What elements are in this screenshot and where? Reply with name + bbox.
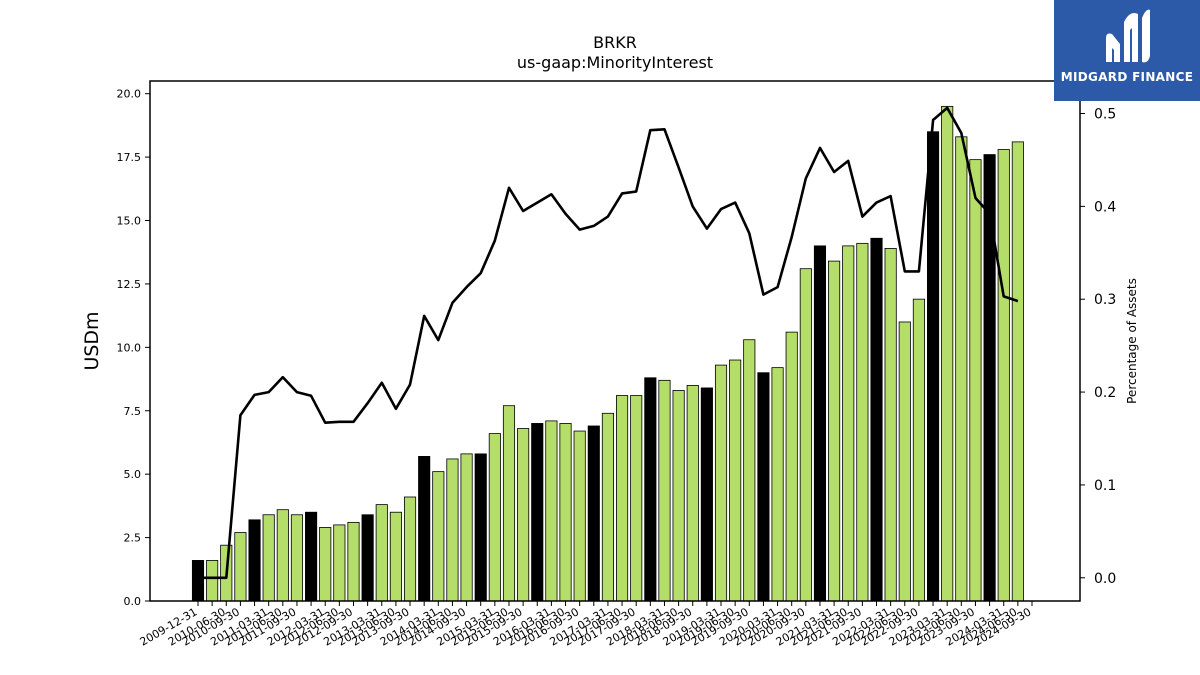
bar-2022-06-30 (898, 321, 911, 602)
bar-2010-03-31 (206, 560, 219, 602)
y2-tick-label: 0.3 (1094, 292, 1116, 308)
bar-2022-03-31 (884, 248, 897, 602)
bar-2020-06-30 (785, 331, 798, 602)
bar-2014-09-30 (460, 453, 473, 602)
bar-2017-12-31 (644, 377, 657, 602)
y-tick-label: 7.5 (124, 405, 142, 418)
y2-axis: 0.0 0.1 0.2 0.3 0.4 0.5 (1080, 107, 1116, 587)
bar-2020-03-31 (771, 367, 784, 602)
bar-2018-12-31 (700, 387, 713, 602)
bar-2021-03-31 (828, 260, 841, 602)
bar-2021-12-31 (870, 237, 883, 602)
bar-2019-09-30 (743, 339, 756, 602)
brand-name: MIDGARD FINANCE (1060, 70, 1194, 84)
y2-tick-label: 0.4 (1094, 199, 1116, 215)
chart-subtitle: us-gaap:MinorityInterest (517, 53, 713, 72)
bar-2014-06-30 (446, 458, 459, 602)
bar-2021-09-30 (856, 242, 869, 602)
bar-2019-06-30 (729, 359, 742, 602)
bar-2014-12-31 (474, 453, 487, 602)
bar-2017-09-30 (630, 395, 643, 602)
y-tick-label: 0.0 (124, 595, 142, 608)
bar-2015-09-30 (517, 428, 530, 602)
y-axis-label: USDm (81, 311, 103, 370)
y-tick-label: 10.0 (117, 341, 142, 354)
y2-tick-label: 0.2 (1094, 385, 1116, 401)
bar-2018-03-31 (658, 379, 671, 602)
bar-2011-03-31 (262, 514, 275, 602)
bar-2012-09-30 (347, 521, 360, 602)
bar-2010-09-30 (234, 532, 247, 602)
bar-2015-06-30 (502, 405, 516, 602)
bar-2013-03-31 (375, 504, 388, 602)
bar-2010-12-31 (248, 519, 261, 602)
bar-2012-03-31 (319, 527, 332, 602)
bar-2023-03-31 (941, 105, 954, 602)
bar-2016-03-31 (545, 420, 558, 602)
bar-2016-06-30 (559, 423, 572, 602)
bar-2021-06-30 (842, 245, 855, 602)
bar-2023-09-30 (969, 159, 982, 602)
y2-tick-label: 0.0 (1094, 571, 1116, 587)
bar-2015-03-31 (488, 433, 501, 602)
x-axis: 2009-12-312010-06-302010-09-302011-03-31… (138, 601, 1034, 649)
bar-2013-12-31 (418, 456, 431, 602)
bar-2011-09-30 (290, 514, 304, 602)
bar-2012-06-30 (333, 524, 346, 602)
bar-2013-09-30 (403, 496, 417, 602)
y-axis: 0.0 2.5 5.0 7.5 10.0 12.5 15.0 17.5 20.0 (117, 88, 150, 608)
y-tick-label: 15.0 (117, 215, 142, 228)
bar-2011-12-31 (305, 511, 318, 602)
bar-2020-12-31 (813, 245, 827, 602)
bar-2018-06-30 (672, 390, 685, 602)
bar-2019-12-31 (757, 372, 770, 602)
y-tick-label: 2.5 (124, 532, 142, 545)
bars-group (191, 105, 1024, 602)
bar-2015-12-31 (531, 423, 544, 602)
bar-2023-12-31 (983, 154, 996, 602)
bar-2018-09-30 (686, 384, 699, 602)
pct-assets-line (198, 106, 1019, 580)
bar-2022-12-31 (926, 131, 940, 602)
bar-2017-03-31 (601, 412, 614, 602)
bar-2012-12-31 (361, 514, 374, 602)
bar-2024-06-30 (1011, 141, 1024, 602)
y2-axis-label: Percentage of Assets (1125, 278, 1139, 404)
bar-2013-06-30 (389, 511, 402, 602)
y-tick-label: 20.0 (117, 88, 142, 101)
bar-2014-03-31 (432, 471, 445, 602)
line-group (198, 106, 1019, 580)
bar-2017-06-30 (616, 395, 629, 602)
plot-frame (149, 80, 1081, 602)
bar-2019-03-31 (714, 364, 728, 602)
y2-tick-label: 0.1 (1094, 478, 1116, 494)
y-tick-label: 12.5 (117, 278, 142, 291)
bar-2009-12-31 (191, 560, 205, 602)
bar-2016-09-30 (573, 430, 586, 602)
bar-2020-09-30 (799, 268, 812, 602)
y2-tick-label: 0.5 (1094, 107, 1116, 123)
bar-2023-06-30 (955, 136, 968, 602)
bar-2011-06-30 (276, 509, 289, 602)
y-tick-label: 17.5 (117, 151, 142, 164)
bar-2022-09-30 (912, 298, 925, 602)
y-tick-label: 5.0 (124, 468, 142, 481)
chart-title: BRKR (593, 33, 637, 52)
midgard-m-icon (1106, 9, 1150, 63)
bar-2016-12-31 (587, 425, 600, 602)
brand-logo: MIDGARD FINANCE (1054, 0, 1200, 101)
bar-2024-03-31 (997, 149, 1010, 602)
